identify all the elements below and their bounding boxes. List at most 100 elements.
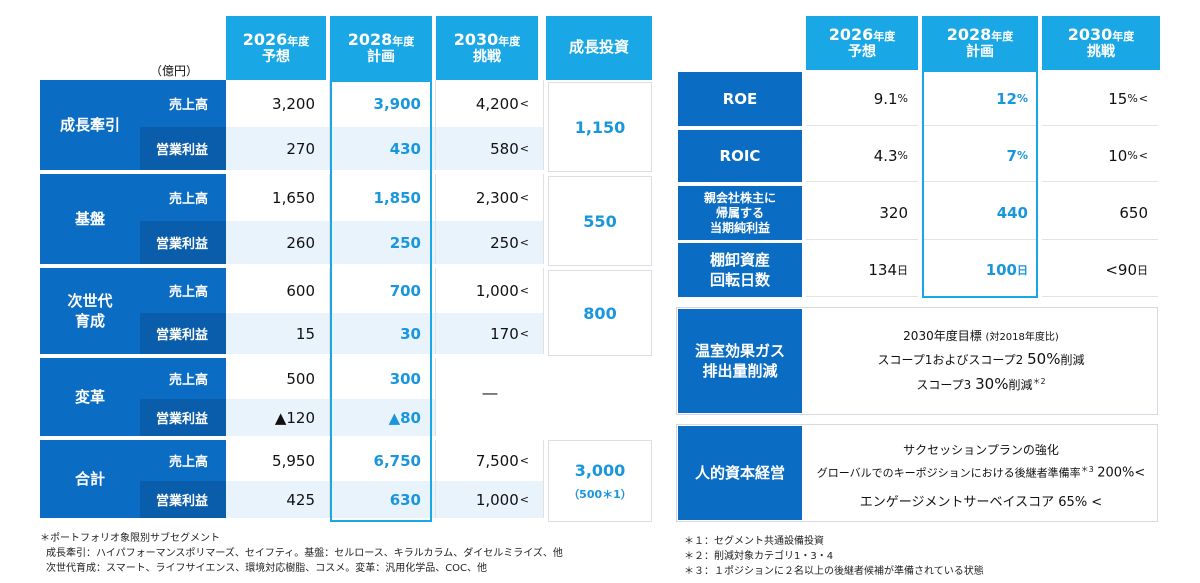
header-year: 2030 bbox=[453, 29, 499, 49]
ghg-scope3: スコープ3 bbox=[916, 378, 976, 392]
greater-than-mark: < bbox=[519, 236, 529, 249]
sales-cell: 2,300 < bbox=[436, 174, 544, 221]
sales-cell: 4,200 < bbox=[436, 80, 544, 127]
sales-cell: 3,200 bbox=[226, 80, 330, 127]
growth-box-2: 550 bbox=[548, 176, 652, 266]
op-cell: 270 bbox=[226, 127, 330, 170]
value: 700 bbox=[389, 281, 421, 300]
value: 500 bbox=[286, 369, 315, 388]
kpi-unit: % bbox=[897, 149, 908, 162]
kpi-value: 15 bbox=[1108, 89, 1128, 108]
kpi-unit: % bbox=[1127, 149, 1138, 162]
sales-cell: 700 bbox=[330, 268, 436, 313]
kpi-value: 134 bbox=[868, 260, 897, 279]
header-2028: 2028年度 計画 bbox=[330, 16, 432, 80]
value: 1,850 bbox=[373, 188, 421, 207]
header-2026: 2026年度 予想 bbox=[226, 16, 326, 80]
value: 600 bbox=[286, 281, 315, 300]
not-applicable-dash: ― bbox=[436, 384, 544, 402]
ghg-line3: スコープ3 30%削減＊2 bbox=[806, 375, 1156, 393]
footnote-left-2: 成長牽引：ハイパフォーマンスポリマーズ、セイフティ。基盤：セルロース、キラルカラ… bbox=[46, 548, 563, 559]
ghg-scope12-suffix: 削減 bbox=[1060, 353, 1085, 367]
kpi-cell: 7% bbox=[922, 130, 1038, 182]
segment-name: 次世代 育成 bbox=[40, 268, 140, 354]
op-cell: 250 < bbox=[436, 221, 544, 264]
sales-cell: 600 bbox=[226, 268, 330, 313]
hr-line1: サクセッションプランの強化 bbox=[903, 443, 1059, 457]
sales-label: 売上高 bbox=[140, 440, 226, 481]
footnote-right-3: ＊３：１ポジションに２名以上の後継者候補が準備されている状態 bbox=[684, 566, 984, 577]
value: 15 bbox=[295, 324, 315, 343]
sales-label: 売上高 bbox=[140, 80, 226, 127]
kpi-cell: 9.1% bbox=[806, 72, 918, 126]
segment-name: 変革 bbox=[40, 358, 140, 436]
kpi-value: <90 bbox=[1105, 260, 1137, 279]
ghg-target: 2030年度目標 bbox=[903, 329, 982, 343]
kpi-value: 650 bbox=[1119, 203, 1148, 222]
kpi-unit: % bbox=[1016, 92, 1028, 105]
op-cell: 425 bbox=[226, 481, 330, 518]
ghg-line2: スコープ1およびスコープ2 50%削減 bbox=[806, 350, 1156, 368]
greater-than-mark: < bbox=[519, 284, 529, 297]
operating-profit-label: 営業利益 bbox=[140, 221, 226, 264]
growth-box-3: 800 bbox=[548, 270, 652, 356]
op-cell: 170 < bbox=[436, 313, 544, 354]
ghg-scope12: スコープ1およびスコープ2 bbox=[877, 353, 1028, 367]
sales-cell: 500 bbox=[226, 358, 330, 399]
kpi-cell: 10% < bbox=[1042, 130, 1158, 182]
ghg-scope3-value: 30% bbox=[975, 375, 1009, 393]
operating-profit-label: 営業利益 bbox=[140, 481, 226, 518]
value: 425 bbox=[286, 490, 315, 509]
segment-name: 成長牽引 bbox=[40, 80, 140, 170]
header-year: 2026 bbox=[242, 29, 288, 49]
header-label: 挑戦 bbox=[473, 49, 501, 66]
right-header-2028: 2028年度 計画 bbox=[922, 16, 1038, 70]
sales-cell: 6,750 bbox=[330, 440, 436, 481]
growth-value: 3,000 bbox=[574, 460, 626, 480]
growth-value: 1,150 bbox=[574, 117, 626, 137]
operating-profit-label: 営業利益 bbox=[140, 399, 226, 436]
value: 1,000 bbox=[475, 281, 519, 300]
hr-label: 人的資本経営 bbox=[678, 426, 802, 520]
value: 3,200 bbox=[272, 94, 315, 113]
kpi-unit: 日 bbox=[1137, 263, 1148, 277]
hr-footnote-mark: ＊3 bbox=[1080, 465, 1094, 474]
kpi-cell: 100 日 bbox=[922, 243, 1038, 297]
right-header-2026: 2026年度 予想 bbox=[806, 16, 918, 70]
value: 300 bbox=[389, 369, 421, 388]
value: 250 bbox=[389, 233, 421, 252]
footnote-left-1: ＊ポートフォリオ象限別サブセグメント bbox=[40, 533, 220, 544]
header-suffix: 年度 bbox=[392, 34, 415, 48]
footnote-left-3: 次世代育成：スマート、ライフサイエンス、環境対応樹脂、コスメ。変革：汎用化学品、… bbox=[46, 563, 488, 574]
kpi-label: 親会社株主に 帰属する 当期純利益 bbox=[678, 186, 802, 240]
kpi-unit: % bbox=[897, 92, 908, 105]
sales-label: 売上高 bbox=[140, 268, 226, 313]
header-suffix: 年度 bbox=[991, 29, 1014, 43]
value: 1,000 bbox=[475, 490, 519, 509]
kpi-value: 320 bbox=[879, 203, 908, 222]
greater-than-mark: < bbox=[519, 142, 529, 155]
kpi-value: 12 bbox=[996, 89, 1017, 108]
kpi-cell: <90 日 bbox=[1042, 243, 1158, 297]
ghg-scope12-value: 50% bbox=[1027, 350, 1061, 368]
growth-investment-header: 成長投資 bbox=[546, 16, 652, 80]
op-cell: 580 < bbox=[436, 127, 544, 170]
value: 2,300 bbox=[475, 188, 519, 207]
hr-successor-rate-value: 200%< bbox=[1097, 465, 1146, 481]
kpi-cell: 12% bbox=[922, 72, 1038, 126]
growth-box-total: 3,000 （500＊1） bbox=[548, 440, 652, 522]
sales-label: 売上高 bbox=[140, 358, 226, 399]
hr-successor-rate-label: グローバルでのキーポジションにおける後継者準備率 bbox=[816, 466, 1081, 480]
header-suffix: 年度 bbox=[1112, 29, 1135, 43]
greater-than-mark: < bbox=[1138, 92, 1148, 105]
unit-label: （億円） bbox=[150, 64, 199, 78]
header-label: 予想 bbox=[262, 49, 290, 66]
header-suffix: 年度 bbox=[498, 34, 521, 48]
right-header-2030: 2030年度 挑戦 bbox=[1042, 16, 1160, 70]
kpi-label: ROE bbox=[678, 72, 802, 126]
kpi-unit: 日 bbox=[897, 263, 908, 277]
greater-than-mark: < bbox=[519, 327, 529, 340]
kpi-cell: 320 bbox=[806, 186, 918, 240]
value: 260 bbox=[286, 233, 315, 252]
greater-than-mark: < bbox=[519, 97, 529, 110]
